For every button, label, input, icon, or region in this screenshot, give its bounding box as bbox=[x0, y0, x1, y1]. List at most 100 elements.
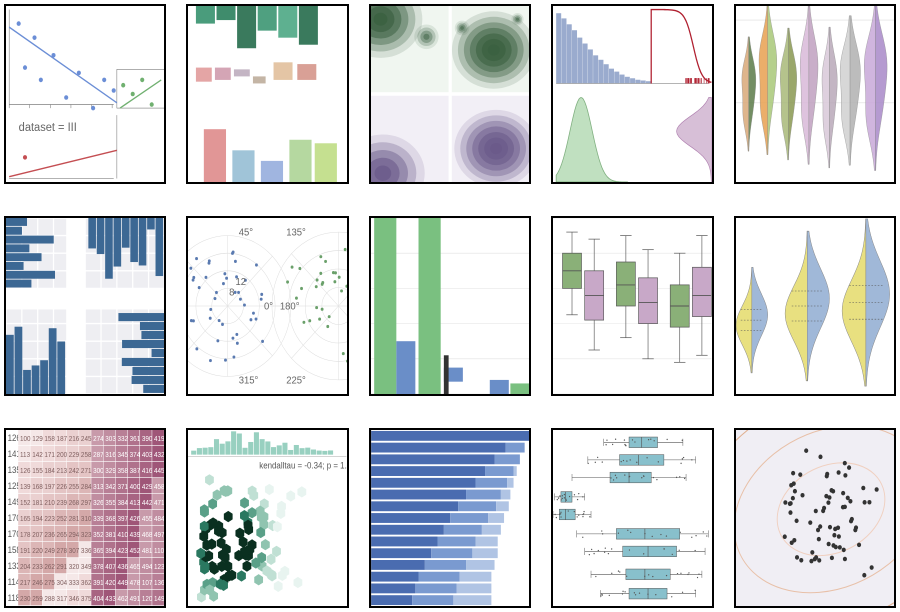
svg-text:194: 194 bbox=[32, 516, 43, 523]
svg-text:455: 455 bbox=[142, 516, 153, 523]
svg-text:307: 307 bbox=[69, 548, 80, 555]
svg-text:216: 216 bbox=[69, 436, 80, 443]
svg-text:400: 400 bbox=[130, 484, 141, 491]
svg-text:258: 258 bbox=[81, 452, 92, 459]
svg-text:352: 352 bbox=[93, 532, 104, 539]
svg-text:239: 239 bbox=[57, 500, 68, 507]
svg-text:333: 333 bbox=[69, 580, 80, 587]
svg-text:287: 287 bbox=[93, 452, 104, 459]
svg-text:420: 420 bbox=[105, 580, 116, 587]
svg-text:462: 462 bbox=[117, 596, 128, 603]
svg-text:213: 213 bbox=[57, 468, 68, 475]
svg-text:410: 410 bbox=[117, 532, 128, 539]
svg-text:432: 432 bbox=[154, 452, 164, 459]
svg-text:245: 245 bbox=[81, 436, 92, 443]
svg-text:384: 384 bbox=[117, 500, 128, 507]
svg-text:158: 158 bbox=[44, 436, 55, 443]
svg-text:230: 230 bbox=[20, 596, 31, 603]
svg-text:217: 217 bbox=[20, 580, 31, 587]
svg-text:317: 317 bbox=[57, 596, 68, 603]
svg-text:468: 468 bbox=[142, 532, 153, 539]
svg-text:358: 358 bbox=[117, 468, 128, 475]
svg-text:368: 368 bbox=[105, 516, 116, 523]
svg-text:391: 391 bbox=[93, 580, 104, 587]
svg-text:191: 191 bbox=[20, 548, 31, 555]
svg-text:262: 262 bbox=[44, 564, 55, 571]
svg-text:449: 449 bbox=[117, 580, 128, 587]
svg-text:204: 204 bbox=[20, 564, 31, 571]
cell-split-violin bbox=[734, 216, 896, 396]
svg-text:223: 223 bbox=[44, 516, 55, 523]
svg-text:142: 142 bbox=[32, 452, 43, 459]
svg-text:313: 313 bbox=[93, 484, 104, 491]
svg-text:442: 442 bbox=[142, 500, 153, 507]
svg-text:152: 152 bbox=[20, 500, 31, 507]
svg-text:445: 445 bbox=[154, 468, 164, 475]
svg-text:494: 494 bbox=[142, 564, 153, 571]
svg-text:275: 275 bbox=[44, 580, 55, 587]
svg-text:419: 419 bbox=[154, 436, 164, 443]
svg-text:284: 284 bbox=[81, 484, 92, 491]
cell-boxplots bbox=[551, 216, 713, 396]
svg-text:100: 100 bbox=[20, 436, 31, 443]
svg-text:220: 220 bbox=[32, 548, 43, 555]
cell-polar: 45°135°0°180°315°225°128 bbox=[186, 216, 348, 396]
svg-text:135°: 135° bbox=[287, 227, 307, 239]
svg-text:371: 371 bbox=[117, 484, 128, 491]
svg-text:478: 478 bbox=[130, 580, 141, 587]
svg-text:110: 110 bbox=[154, 548, 164, 555]
svg-text:225°: 225° bbox=[287, 375, 307, 387]
cell-kde2d bbox=[369, 4, 531, 184]
svg-text:200: 200 bbox=[57, 452, 68, 459]
svg-text:346: 346 bbox=[69, 596, 80, 603]
svg-text:407: 407 bbox=[105, 564, 116, 571]
svg-text:381: 381 bbox=[105, 532, 116, 539]
svg-text:374: 374 bbox=[130, 452, 141, 459]
svg-text:297: 297 bbox=[81, 500, 92, 507]
svg-text:465: 465 bbox=[130, 564, 141, 571]
svg-text:129: 129 bbox=[32, 436, 43, 443]
svg-text:12: 12 bbox=[236, 276, 247, 288]
svg-text:433: 433 bbox=[105, 596, 116, 603]
svg-text:180°: 180° bbox=[280, 301, 300, 313]
svg-text:310: 310 bbox=[81, 516, 92, 523]
svg-text:229: 229 bbox=[69, 452, 80, 459]
svg-text:342: 342 bbox=[105, 484, 116, 491]
svg-text:107: 107 bbox=[142, 580, 153, 587]
cell-distributions bbox=[551, 4, 713, 184]
svg-text:497: 497 bbox=[154, 532, 164, 539]
svg-text:375: 375 bbox=[81, 596, 92, 603]
svg-text:491: 491 bbox=[130, 596, 141, 603]
svg-text:171: 171 bbox=[44, 452, 55, 459]
svg-text:413: 413 bbox=[130, 500, 141, 507]
svg-text:278: 278 bbox=[57, 548, 68, 555]
svg-text:452: 452 bbox=[130, 548, 141, 555]
svg-text:439: 439 bbox=[130, 532, 141, 539]
svg-text:378: 378 bbox=[93, 564, 104, 571]
svg-text:320: 320 bbox=[69, 564, 80, 571]
svg-text:120: 120 bbox=[142, 596, 153, 603]
svg-text:390: 390 bbox=[142, 436, 153, 443]
svg-text:274: 274 bbox=[93, 436, 104, 443]
svg-text:336: 336 bbox=[81, 548, 92, 555]
svg-text:246: 246 bbox=[32, 580, 43, 587]
cell-anscombe: dataset = III bbox=[4, 4, 166, 184]
svg-text:45°: 45° bbox=[239, 227, 253, 239]
svg-text:323: 323 bbox=[81, 532, 92, 539]
svg-text:397: 397 bbox=[117, 516, 128, 523]
svg-text:113: 113 bbox=[20, 452, 30, 459]
svg-text:165: 165 bbox=[20, 516, 31, 523]
svg-text:362: 362 bbox=[81, 580, 92, 587]
svg-text:136: 136 bbox=[154, 580, 164, 587]
svg-text:233: 233 bbox=[32, 564, 43, 571]
cell-hexbin: kendalltau = -0.34; p = 1.8e-8 bbox=[186, 428, 348, 608]
svg-text:8: 8 bbox=[230, 287, 236, 299]
svg-text:271: 271 bbox=[81, 468, 92, 475]
svg-text:155: 155 bbox=[32, 468, 43, 475]
cell-hbox bbox=[551, 428, 713, 608]
svg-text:178: 178 bbox=[20, 532, 31, 539]
svg-text:265: 265 bbox=[57, 532, 68, 539]
svg-text:326: 326 bbox=[93, 500, 104, 507]
svg-text:123: 123 bbox=[154, 564, 164, 571]
svg-text:484: 484 bbox=[154, 516, 164, 523]
